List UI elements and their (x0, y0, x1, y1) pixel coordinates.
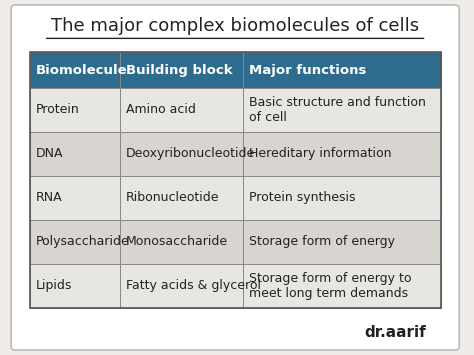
Text: Protein synthesis: Protein synthesis (249, 191, 356, 204)
FancyBboxPatch shape (120, 220, 243, 264)
FancyBboxPatch shape (243, 132, 440, 176)
Text: The major complex biomolecules of cells: The major complex biomolecules of cells (51, 17, 419, 35)
Text: Major functions: Major functions (249, 64, 366, 77)
Text: Building block: Building block (126, 64, 232, 77)
Text: Ribonucleotide: Ribonucleotide (126, 191, 219, 204)
Text: Deoxyribonucleotide: Deoxyribonucleotide (126, 147, 255, 160)
Text: Polysaccharide: Polysaccharide (36, 235, 129, 248)
FancyBboxPatch shape (30, 88, 120, 132)
Text: dr.aarif: dr.aarif (365, 325, 427, 340)
FancyBboxPatch shape (243, 176, 440, 220)
FancyBboxPatch shape (243, 264, 440, 308)
FancyBboxPatch shape (243, 88, 440, 132)
FancyBboxPatch shape (11, 5, 459, 350)
FancyBboxPatch shape (120, 132, 243, 176)
FancyBboxPatch shape (243, 53, 440, 88)
FancyBboxPatch shape (120, 264, 243, 308)
FancyBboxPatch shape (30, 220, 120, 264)
Text: DNA: DNA (36, 147, 63, 160)
Text: Protein: Protein (36, 103, 79, 116)
Text: Lipids: Lipids (36, 279, 72, 292)
FancyBboxPatch shape (30, 53, 120, 88)
Text: Biomolecule: Biomolecule (36, 64, 127, 77)
FancyBboxPatch shape (120, 53, 243, 88)
FancyBboxPatch shape (30, 264, 120, 308)
Text: Fatty acids & glycerol: Fatty acids & glycerol (126, 279, 261, 292)
Text: Storage form of energy to
meet long term demands: Storage form of energy to meet long term… (249, 272, 411, 300)
Text: Monosaccharide: Monosaccharide (126, 235, 228, 248)
FancyBboxPatch shape (120, 176, 243, 220)
Text: Storage form of energy: Storage form of energy (249, 235, 395, 248)
FancyBboxPatch shape (243, 220, 440, 264)
FancyBboxPatch shape (30, 132, 120, 176)
FancyBboxPatch shape (120, 88, 243, 132)
Text: Hereditary information: Hereditary information (249, 147, 392, 160)
Text: Amino acid: Amino acid (126, 103, 196, 116)
FancyBboxPatch shape (30, 176, 120, 220)
Text: Basic structure and function
of cell: Basic structure and function of cell (249, 96, 426, 124)
Text: RNA: RNA (36, 191, 62, 204)
